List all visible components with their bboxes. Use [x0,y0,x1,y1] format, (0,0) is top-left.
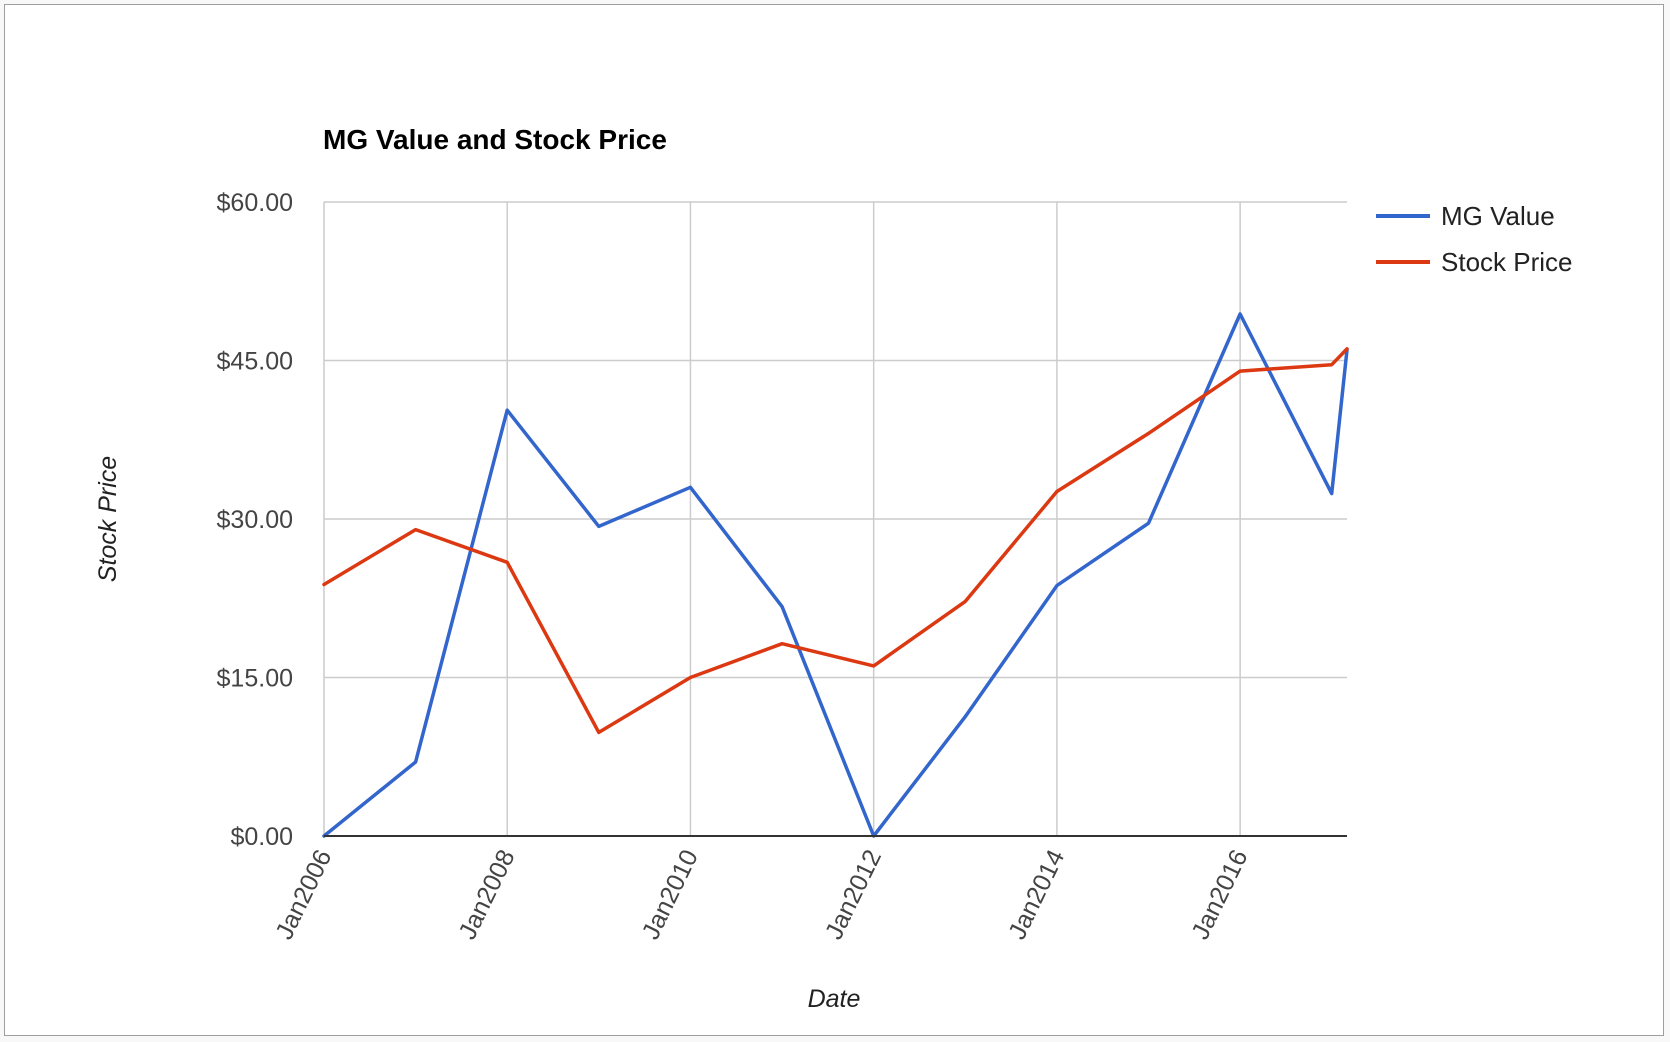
series-line-mg-value[interactable] [322,312,1349,838]
x-tick-label: Jan2006 [270,845,337,944]
y-axis-title: Stock Price [94,456,122,582]
chart-title: MG Value and Stock Price [323,124,667,155]
legend-label-mg-value[interactable]: MG Value [1441,201,1555,231]
axis-layer: $0.00 $15.00 $30.00 $45.00 $60.00 Jan2006 Jan2… [217,189,1347,944]
x-tick-label: Jan2012 [820,845,887,944]
gridlines [323,201,1347,836]
x-tick-label: Jan2008 [453,845,520,944]
x-tick-label: Jan2014 [1003,845,1070,944]
legend-label-stock-price[interactable]: Stock Price [1441,247,1573,277]
y-tick-label: $30.00 [217,506,293,534]
y-tick-label: $0.00 [230,823,293,851]
x-tick-label: Jan2010 [637,845,704,944]
legend: MG Value Stock Price [1376,201,1573,277]
y-tick-label: $60.00 [217,189,293,217]
chart-container[interactable] [4,4,1664,1036]
series-layer [322,312,1349,838]
y-tick-label: $45.00 [217,348,293,376]
x-axis-title: Date [808,985,861,1013]
y-tick-label: $15.00 [217,665,293,693]
series-line-stock-price[interactable] [322,347,1349,735]
x-tick-label: Jan2016 [1186,845,1253,944]
